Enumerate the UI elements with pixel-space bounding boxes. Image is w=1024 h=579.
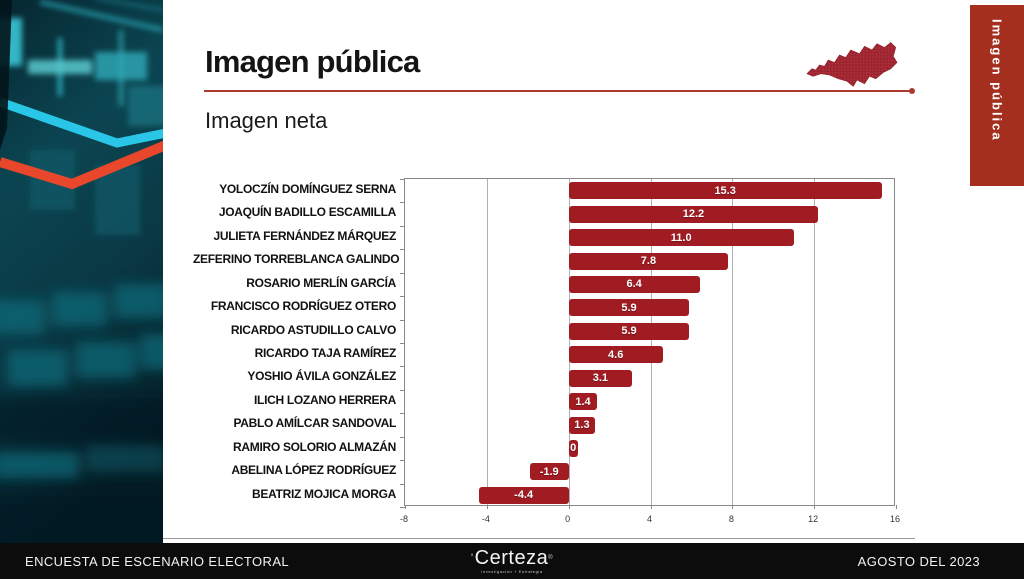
logo-tick-mark: ' [470, 551, 474, 565]
gridline [568, 179, 570, 505]
bar-value-label: -1.9 [539, 465, 559, 478]
x-tick-label: 16 [889, 514, 901, 524]
pre-footer-divider [163, 538, 915, 539]
bar-value-label: 0 [570, 442, 577, 455]
category-label: PABLO AMÍLCAR SANDOVAL [233, 416, 396, 431]
x-tick-label: 12 [808, 514, 819, 524]
title-underline [204, 88, 915, 94]
registered-mark: ® [548, 555, 554, 561]
category-labels: YOLOCZÍN DOMÍNGUEZ SERNA JOAQUÍN BADILLO … [193, 178, 400, 506]
logo-tagline: Investigación + Estrategia [481, 569, 543, 574]
x-tick-mark [732, 505, 734, 509]
y-tick-mark [400, 202, 405, 204]
bar: 0 [568, 439, 578, 457]
category-label: ILICH LOZANO HERRERA [254, 392, 396, 407]
bar: 11.0 [568, 229, 794, 247]
x-tick-label: 8 [728, 514, 734, 524]
footer-right-text: AGOSTO DEL 2023 [857, 553, 980, 569]
category-label: YOLOCZÍN DOMÍNGUEZ SERNA [219, 182, 396, 196]
footer-bar: ENCUESTA DE ESCENARIO ELECTORAL 'Certeza… [0, 543, 1024, 579]
underline-end-dot [909, 88, 915, 94]
y-tick-mark [400, 319, 405, 321]
y-tick-mark [400, 296, 405, 298]
x-tick-mark [650, 505, 652, 509]
y-tick-mark [400, 343, 405, 344]
bar: 7.8 [568, 252, 729, 270]
bar-value-label: 7.8 [640, 255, 657, 267]
category-label: YOSHIO ÁVILA GONZÁLEZ [247, 369, 396, 384]
bar-value-label: 6.4 [626, 278, 642, 291]
bar-value-label: 15.3 [714, 184, 736, 197]
x-tick-label: 0 [565, 514, 571, 524]
certeza-logo: 'Certeza® Investigación + Estrategia [471, 548, 553, 574]
bar-value-label: 4.6 [608, 348, 624, 361]
bar-value-label: 1.3 [574, 419, 590, 431]
category-label: BEATRIZ MOJICA MORGA [252, 486, 396, 501]
bar-value-label: 5.9 [621, 301, 637, 314]
category-label: FRANCISCO RODRÍGUEZ OTERO [210, 299, 396, 314]
y-tick-mark [400, 249, 405, 251]
bar: 6.4 [568, 275, 700, 293]
bar: 5.9 [568, 299, 690, 317]
x-tick-mark [896, 505, 897, 509]
gridline [486, 179, 488, 505]
bar: -4.4 [478, 486, 569, 504]
orange-trend-line [0, 140, 168, 190]
bar-value-label: 1.4 [575, 395, 591, 408]
bar: -1.9 [529, 463, 569, 481]
plot-area: 15.3 12.2 11.0 7.8 6.4 5.9 5.9 4.6 3.1 1.4 1.3 0 -1.… [400, 178, 897, 509]
x-tick-mark [568, 505, 570, 509]
gridline [814, 179, 816, 505]
logo-text: Certeza [474, 547, 549, 569]
y-tick-mark [400, 179, 405, 180]
category-label: JOAQUÍN BADILLO ESCAMILLA [218, 205, 396, 220]
x-tick-label: -8 [399, 514, 409, 524]
y-tick-mark [400, 413, 405, 415]
category-label: RAMIRO SOLORIO ALMAZÁN [233, 439, 396, 454]
candlestick-art-icon [0, 0, 180, 550]
x-tick-label: -4 [481, 514, 490, 524]
bar-value-label: 11.0 [670, 231, 692, 244]
bar: 3.1 [568, 369, 633, 387]
y-tick-mark [400, 389, 405, 391]
bar: 4.6 [568, 346, 663, 364]
bar: 12.2 [568, 205, 819, 223]
gridline [650, 179, 652, 505]
x-tick-mark [486, 505, 488, 509]
side-tab-label: Imagen pública [989, 19, 1005, 142]
bar: 15.3 [568, 182, 882, 200]
bar-value-label: -4.4 [514, 489, 534, 502]
y-tick-mark [400, 436, 405, 438]
cyan-trend-line [0, 97, 167, 148]
side-tab-imagen-publica: Imagen pública [970, 5, 1024, 186]
category-label: JULIETA FERNÁNDEZ MÁRQUEZ [213, 228, 397, 243]
y-tick-mark [400, 272, 405, 274]
x-tick-mark [405, 505, 406, 509]
chart-subtitle: Imagen neta [205, 108, 328, 133]
bar: 5.9 [568, 322, 690, 340]
bar-value-label: 3.1 [592, 372, 608, 385]
bar: 1.3 [568, 416, 596, 434]
page-title: Imagen pública [205, 44, 420, 79]
category-label: ROSARIO MERLÍN GARCÍA [246, 275, 396, 290]
y-tick-mark [400, 507, 405, 508]
gridline [732, 179, 734, 505]
x-tick-mark [814, 505, 816, 509]
bar-value-label: 5.9 [621, 325, 637, 338]
y-tick-mark [400, 366, 405, 368]
y-tick-mark [400, 460, 405, 462]
guerrero-map-icon [806, 42, 898, 87]
category-label: RICARDO ASTUDILLO CALVO [230, 322, 396, 337]
bar: 1.4 [568, 393, 598, 411]
x-tick-label: 4 [646, 514, 653, 524]
bar-value-label: 12.2 [682, 208, 705, 221]
category-label: ZEFERINO TORREBLANCA GALINDO [193, 252, 400, 267]
footer-left-text: ENCUESTA DE ESCENARIO ELECTORAL [25, 553, 290, 569]
category-label: RICARDO TAJA RAMÍREZ [254, 346, 397, 360]
category-label: ABELINA LÓPEZ RODRÍGUEZ [231, 463, 396, 478]
y-tick-mark [400, 483, 405, 485]
decorative-stock-image [0, 0, 180, 550]
y-tick-mark [400, 225, 405, 227]
